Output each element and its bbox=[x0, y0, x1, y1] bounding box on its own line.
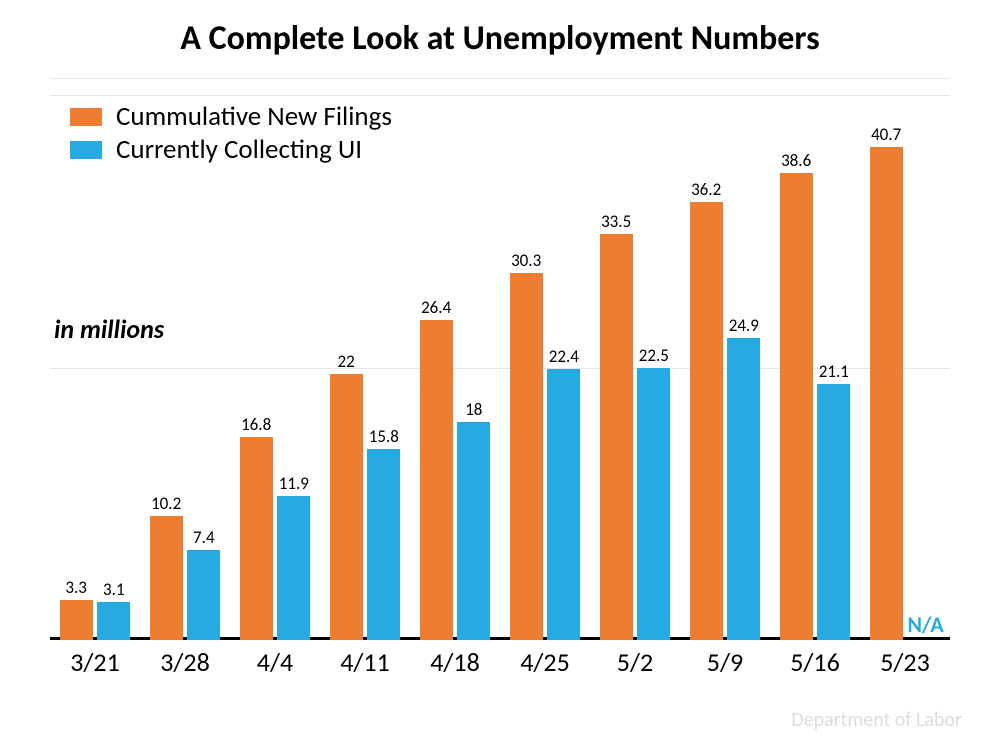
chart-title: A Complete Look at Unemployment Numbers bbox=[0, 18, 1000, 59]
bar-value-label: 10.2 bbox=[150, 495, 183, 512]
x-axis-label: 3/21 bbox=[54, 646, 136, 678]
bar-value-label: 26.4 bbox=[420, 299, 453, 316]
bar-value-label: 7.4 bbox=[187, 529, 220, 546]
bar-group: 40.7 N/A bbox=[864, 95, 946, 640]
bar-group: 22 15.8 bbox=[324, 95, 406, 640]
bar-collecting bbox=[727, 338, 760, 640]
bar-group: 10.27.4 bbox=[144, 95, 226, 640]
bar-collecting bbox=[457, 422, 490, 640]
x-axis-label: 5/16 bbox=[774, 646, 856, 678]
bar-collecting bbox=[547, 369, 580, 640]
bar-value-label: 11.9 bbox=[277, 475, 310, 492]
slide: A Complete Look at Unemployment Numbers … bbox=[0, 0, 1000, 750]
bar-value-label: 40.7 bbox=[870, 126, 903, 143]
bar-cumulative bbox=[600, 234, 633, 640]
bar-cumulative bbox=[870, 147, 903, 640]
bar-group: 36.2 24.9 bbox=[684, 95, 766, 640]
bar-cumulative bbox=[240, 437, 273, 640]
bar-cumulative bbox=[60, 600, 93, 640]
bar-collecting bbox=[637, 368, 670, 641]
bar-value-label: 18 bbox=[457, 401, 490, 418]
bar-value-label: 30.3 bbox=[510, 252, 543, 269]
bar-value-label: 15.8 bbox=[367, 428, 400, 445]
bar-cumulative bbox=[330, 374, 363, 640]
bar-collecting bbox=[817, 384, 850, 640]
bar-group: 26.4 18 bbox=[414, 95, 496, 640]
bar-value-label: 3.1 bbox=[97, 581, 130, 598]
x-axis-label: 3/28 bbox=[144, 646, 226, 678]
top-divider bbox=[50, 78, 950, 79]
bar-cumulative bbox=[150, 516, 183, 640]
bar-value-label: 22.4 bbox=[547, 348, 580, 365]
bar-value-label: 22.5 bbox=[637, 347, 670, 364]
bar-value-label: 38.6 bbox=[780, 152, 813, 169]
bar-group: 16.8 11.9 bbox=[234, 95, 316, 640]
x-axis-labels: 3/213/284/44/114/184/255/25/95/165/23 bbox=[50, 640, 950, 680]
bar-collecting bbox=[277, 496, 310, 640]
bar-collecting bbox=[367, 449, 400, 640]
x-axis-label: 4/18 bbox=[414, 646, 496, 678]
bar-group: 33.5 22.5 bbox=[594, 95, 676, 640]
x-axis-label: 5/23 bbox=[864, 646, 946, 678]
bar-value-label: 21.1 bbox=[817, 363, 850, 380]
plot-area: Cummulative New FilingsCurrently Collect… bbox=[50, 95, 950, 640]
bar-cumulative bbox=[510, 273, 543, 640]
x-axis-label: 4/25 bbox=[504, 646, 586, 678]
bar-group: 3.33.1 bbox=[54, 95, 136, 640]
x-axis-label: 5/9 bbox=[684, 646, 766, 678]
source-attribution: Department of Labor bbox=[791, 708, 962, 732]
bar-collecting bbox=[97, 602, 130, 640]
bar-value-label: 16.8 bbox=[240, 416, 273, 433]
bar-cumulative bbox=[780, 173, 813, 640]
bar-value-label: 3.3 bbox=[60, 579, 93, 596]
bar-value-label: 24.9 bbox=[727, 317, 760, 334]
bar-group: 30.3 22.4 bbox=[504, 95, 586, 640]
bar-collecting bbox=[187, 550, 220, 640]
bar-value-label: 33.5 bbox=[600, 213, 633, 230]
bar-cumulative bbox=[420, 320, 453, 640]
bar-group: 38.6 21.1 bbox=[774, 95, 856, 640]
x-axis-label: 5/2 bbox=[594, 646, 676, 678]
na-label: N/A bbox=[907, 611, 940, 638]
bar-value-label: 22 bbox=[330, 353, 363, 370]
bar-cumulative bbox=[690, 202, 723, 640]
x-axis-label: 4/11 bbox=[324, 646, 406, 678]
bar-value-label: 36.2 bbox=[690, 181, 723, 198]
x-axis-label: 4/4 bbox=[234, 646, 316, 678]
